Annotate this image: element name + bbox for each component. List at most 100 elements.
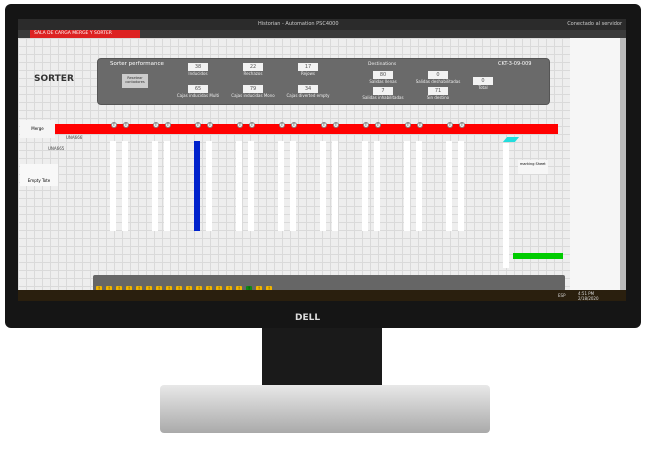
performance-title: Sorter performance	[110, 61, 164, 67]
exit-conveyor	[503, 143, 509, 268]
chute-sensor-icon[interactable]: T	[459, 122, 465, 128]
chute-sensor-icon[interactable]: T	[417, 122, 423, 128]
chute-sensor-icon[interactable]: T	[249, 122, 255, 128]
chute-sensor-icon[interactable]: T	[291, 122, 297, 128]
chute[interactable]	[362, 141, 368, 231]
chute[interactable]	[416, 141, 422, 231]
chute-status-icon[interactable]: !	[246, 286, 252, 292]
stat-perf: 38 Inducidos	[173, 63, 223, 76]
stat-label: Salidas deshabilitadas	[415, 79, 461, 84]
chute-sensor-icon[interactable]: T	[195, 122, 201, 128]
clock-time[interactable]: 4:51 PM	[578, 291, 595, 296]
stat-value: 17	[298, 63, 318, 71]
chute-sensor-icon[interactable]: T	[165, 122, 171, 128]
chute-status-icon[interactable]: !	[126, 286, 132, 292]
stat-label: Rechazos	[243, 71, 263, 76]
chute-sensor-icon[interactable]: T	[447, 122, 453, 128]
chute-status-icon[interactable]: !	[226, 286, 232, 292]
chute-status-icon[interactable]: !	[106, 286, 112, 292]
chute[interactable]	[446, 141, 452, 231]
chute-status-icon[interactable]: !	[96, 286, 102, 292]
chute-status-icon[interactable]: !	[116, 286, 122, 292]
chute-sensor-icon[interactable]: T	[123, 122, 129, 128]
chute-status-icon[interactable]: !	[176, 286, 182, 292]
vertical-scrollbar[interactable]	[620, 38, 626, 290]
stat-value: 38	[188, 63, 208, 71]
chute-sensor-icon[interactable]: T	[405, 122, 411, 128]
chute-status-icon[interactable]: !	[186, 286, 192, 292]
stat-label: Cajas inducidas Mono	[231, 93, 275, 98]
canvas-margin	[570, 38, 620, 290]
destinations-title: Destinations	[368, 62, 397, 67]
chute[interactable]	[206, 141, 212, 231]
stat-value: 7	[373, 87, 393, 95]
chute[interactable]	[248, 141, 254, 231]
chute-sensor-icon[interactable]: T	[375, 122, 381, 128]
stat-value: 0	[473, 77, 493, 85]
chute-status-icon[interactable]: !	[166, 286, 172, 292]
stat-dest: 0 Total	[458, 77, 508, 90]
chute-status-icon[interactable]: !	[216, 286, 222, 292]
chute[interactable]	[194, 141, 200, 231]
stat-dest: 80 Salidas llenas	[358, 71, 408, 84]
chute-status-icon[interactable]: !	[236, 286, 242, 292]
chute-status-icon[interactable]: !	[256, 286, 262, 292]
monitor-stand-base	[160, 385, 490, 433]
line-label-1: UNA666	[66, 135, 83, 140]
stat-label: Salidas inhabilitadas	[362, 95, 404, 100]
sorter-canvas: SORTER Sorter performance Resetear conta…	[18, 38, 570, 292]
chute[interactable]	[320, 141, 326, 231]
chute-sensor-icon[interactable]: T	[207, 122, 213, 128]
merge-label: Merge	[20, 120, 55, 138]
chute[interactable]	[122, 141, 128, 231]
stat-label: Cajas diverted empty	[286, 93, 330, 98]
clock-date[interactable]: 2/18/2020	[578, 296, 599, 301]
empty-tote-station[interactable]: Empty Tote	[20, 164, 58, 186]
chute[interactable]	[110, 141, 116, 231]
stat-dest: 0 Salidas deshabilitadas	[413, 71, 463, 84]
language-indicator[interactable]: ESP	[558, 293, 566, 298]
stat-perf: 22 Rechazos	[228, 63, 278, 76]
chute[interactable]	[458, 141, 464, 231]
chute[interactable]	[404, 141, 410, 231]
marking-sheet-label: marking Sheet	[518, 160, 548, 174]
taskbar: ESP 4:51 PM 2/18/2020	[18, 290, 626, 301]
chute[interactable]	[152, 141, 158, 231]
chute-status-icon[interactable]: !	[196, 286, 202, 292]
connection-status: Conectado al servidor	[567, 21, 622, 27]
stat-perf: 79 Cajas inducidas Mono	[228, 85, 278, 98]
chute-status-icon[interactable]: !	[156, 286, 162, 292]
chute-status-icon[interactable]: !	[206, 286, 212, 292]
stat-label: Total	[478, 85, 488, 90]
tab-bar: SALA DE CARGA MERGE Y SORTER	[18, 30, 626, 38]
chute[interactable]	[374, 141, 380, 231]
stat-label: Sin destino	[426, 95, 450, 100]
chute-sensor-icon[interactable]: T	[363, 122, 369, 128]
title-bar: Historian - Automation PSC4000 Conectado…	[18, 19, 626, 30]
sorter-code: CKT-3-09-009	[498, 61, 532, 67]
tab-sorter[interactable]: SALA DE CARGA MERGE Y SORTER	[30, 30, 140, 38]
stat-value: 79	[243, 85, 263, 93]
chute[interactable]	[164, 141, 170, 231]
stat-value: 65	[188, 85, 208, 93]
chute-sensor-icon[interactable]: T	[321, 122, 327, 128]
chute[interactable]	[236, 141, 242, 231]
chute-sensor-icon[interactable]: T	[279, 122, 285, 128]
chute-sensor-icon[interactable]: T	[237, 122, 243, 128]
chute-status-icon[interactable]: !	[266, 286, 272, 292]
chute[interactable]	[332, 141, 338, 231]
chute-sensor-icon[interactable]: T	[153, 122, 159, 128]
page-title: SORTER	[34, 74, 74, 84]
chute-status-bar: !!!!!!!!!!!!!!!!!!	[93, 275, 565, 292]
chute-status-icon[interactable]: !	[136, 286, 142, 292]
chute[interactable]	[290, 141, 296, 231]
chute-status-icon[interactable]: !	[146, 286, 152, 292]
reset-counters-button[interactable]: Resetear contadores	[122, 74, 148, 88]
performance-panel: Sorter performance Resetear contadores 3…	[97, 58, 550, 105]
chute[interactable]	[278, 141, 284, 231]
chute-sensor-icon[interactable]: T	[111, 122, 117, 128]
green-exit-conveyor	[513, 253, 563, 259]
stat-dest: 71 Sin destino	[413, 87, 463, 100]
stat-value: 22	[243, 63, 263, 71]
chute-sensor-icon[interactable]: T	[333, 122, 339, 128]
